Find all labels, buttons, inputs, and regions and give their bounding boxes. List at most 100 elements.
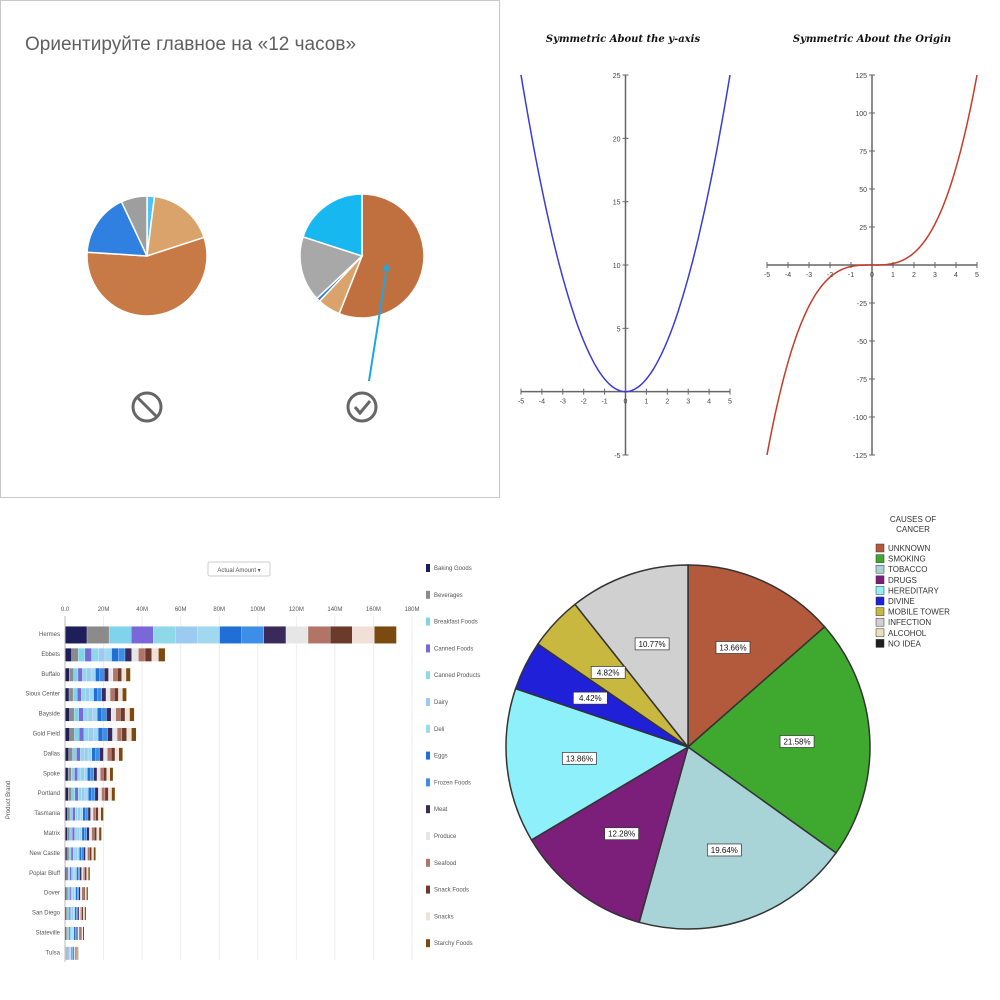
bar-segment [374, 626, 397, 644]
legend-label: MOBILE TOWER [888, 608, 950, 617]
bar-segment [73, 926, 75, 940]
bar-segment [75, 887, 78, 901]
bar-segment [65, 827, 68, 841]
chart1-x-tick-label: -3 [560, 399, 566, 406]
chart2-x-tick-label: 5 [975, 272, 979, 279]
bar-segment [86, 827, 90, 841]
panel-cancer-pie: 13.66% 21.58% 19.64% 12.28% 13.86% 4.42% 4.82%… [500, 500, 1000, 1000]
bar-segment [72, 926, 74, 940]
bar-segment [74, 708, 79, 722]
bar-segment [71, 946, 72, 960]
chart1-x-tick-label: -4 [539, 399, 545, 406]
data-label-box [779, 735, 815, 748]
bar-segment [122, 727, 127, 741]
bar-segment [91, 787, 95, 801]
bar-segment [67, 946, 69, 960]
category-label: Dallas [43, 751, 60, 757]
bar-segment [84, 827, 87, 841]
bar-segment [93, 727, 98, 741]
chart2-y-tick-label: -125 [853, 453, 867, 460]
legend-swatch [426, 805, 430, 814]
bar-segment [66, 946, 68, 960]
bar-segment [78, 887, 81, 901]
legend-label: Starchy Foods [434, 941, 473, 947]
category-label: Buffalo [41, 672, 60, 678]
bar-segment [111, 787, 115, 801]
bar-segment [91, 827, 95, 841]
bar-segment [77, 827, 80, 841]
bar-segment [175, 626, 198, 644]
chart2-y-tick-label: 75 [859, 149, 867, 156]
bar-segment [83, 887, 85, 901]
bar-segment [115, 747, 119, 761]
legend-label: UNKNOWN [888, 544, 930, 553]
data-label-box [572, 691, 608, 705]
bar-segment [81, 907, 84, 921]
bar-segment [65, 887, 67, 901]
bar-segment [74, 767, 78, 781]
bar-segment [69, 708, 74, 722]
bar-segment [97, 708, 102, 722]
bar-segment [352, 626, 375, 644]
bar-segment [286, 626, 308, 644]
bar-segment [129, 708, 135, 722]
legend-title-line1: CAUSES OF [890, 515, 936, 524]
bar-segment [79, 827, 82, 841]
bar-segment [75, 807, 78, 821]
legend-swatch [426, 912, 430, 921]
bar-segment [91, 648, 99, 662]
prohibited-icon-ring [131, 391, 163, 423]
bar-segment [65, 767, 68, 781]
bar-segment [73, 668, 78, 682]
pie1-slice-1 [146, 195, 206, 258]
bar-segment [111, 747, 115, 761]
bar-segment [308, 626, 330, 644]
bar-segment [73, 946, 74, 960]
bar-segment [71, 648, 79, 662]
bar-segment [96, 827, 99, 841]
bar-segment [76, 747, 81, 761]
bar-segment [72, 827, 75, 841]
category-label: Spoke [43, 771, 61, 777]
legend-label: Canned Products [434, 673, 480, 679]
bar-segment [72, 807, 75, 821]
bar-segment [107, 727, 113, 741]
bar-segment [118, 747, 123, 761]
legend-label: Eggs [434, 754, 448, 760]
bar-segment [72, 747, 77, 761]
bar-segment [76, 867, 79, 881]
bar-segment [80, 926, 82, 940]
x-tick-label: 140M [327, 607, 342, 613]
category-label: Ebbets [41, 652, 60, 658]
bar-segment [84, 767, 88, 781]
bar-segment [71, 867, 74, 881]
bar-segment [99, 827, 102, 841]
pointer-arrow-head [382, 263, 390, 271]
chart1-x-tick-label: 3 [686, 399, 690, 406]
bar-segment [68, 787, 72, 801]
bar-segment [98, 807, 101, 821]
panel-symmetry-charts: Symmetric About the y-axis -5 -4 -3 -2 -1 0 1 2 3… [505, 0, 1000, 490]
bar-segment [77, 887, 79, 901]
bar-segment [263, 626, 286, 644]
bar-segment [101, 787, 105, 801]
bar-segment [108, 787, 112, 801]
chart2-y-tick-label: -25 [857, 301, 867, 308]
data-label: 13.86% [566, 754, 593, 763]
bar-segment [88, 787, 92, 801]
bar-segment [70, 867, 72, 881]
bar-segment [72, 887, 74, 901]
bar-segment [66, 926, 68, 940]
chart1-x-tick-label: 5 [728, 399, 732, 406]
bar-segment [99, 747, 104, 761]
legend-label: Produce [434, 834, 457, 840]
bar-segment [88, 747, 92, 761]
bar-segment [89, 827, 92, 841]
bar-segment [79, 727, 84, 741]
legend-label: Canned Foods [434, 646, 473, 652]
bar-segment [85, 867, 87, 881]
bar-segment [76, 907, 78, 921]
bar-segment [131, 648, 139, 662]
bar-segment [99, 668, 105, 682]
x-tick-label: 40M [136, 607, 148, 613]
